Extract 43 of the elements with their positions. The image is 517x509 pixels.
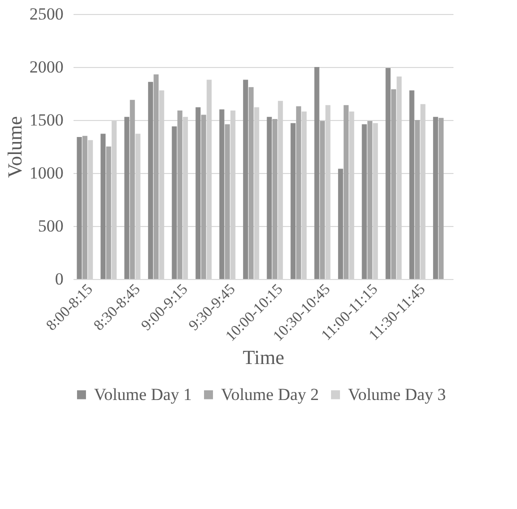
y-tick-label: 2000 (30, 58, 64, 76)
bar (224, 124, 230, 279)
bar (130, 100, 135, 279)
bar (320, 121, 325, 279)
bar (414, 120, 420, 279)
bar (338, 168, 344, 279)
bar (290, 123, 296, 279)
bar (314, 67, 320, 279)
bar (409, 90, 414, 279)
bar (172, 126, 177, 279)
bar (177, 110, 182, 279)
legend-label: Volume Day 3 (348, 384, 446, 404)
bar (148, 82, 154, 279)
bar (248, 87, 254, 279)
bar (196, 107, 201, 279)
bar (266, 116, 272, 279)
bar (433, 116, 438, 279)
bar (367, 121, 372, 279)
bar (391, 89, 396, 279)
bar (100, 134, 106, 279)
bar (76, 136, 82, 279)
y-tick-label: 500 (38, 216, 64, 236)
bar (243, 80, 248, 279)
bar (296, 106, 302, 279)
bar (272, 118, 278, 279)
legend-label: Volume Day 1 (94, 384, 192, 404)
y-tick-label: 1000 (30, 164, 64, 182)
bar (219, 109, 224, 279)
bar (82, 136, 88, 279)
bar (106, 146, 112, 279)
bar (124, 116, 130, 279)
legend-label: Volume Day 2 (221, 384, 319, 404)
bar (201, 114, 206, 279)
y-axis-title: Volume (4, 116, 26, 178)
bar (344, 105, 349, 279)
y-tick-label: 2500 (30, 4, 64, 24)
bar (438, 118, 444, 279)
bar (386, 68, 391, 279)
y-tick-label: 1500 (30, 110, 64, 130)
bar (154, 74, 159, 279)
y-tick-label: 0 (55, 270, 64, 288)
x-axis-title: Time (242, 346, 284, 369)
bar (362, 124, 367, 279)
